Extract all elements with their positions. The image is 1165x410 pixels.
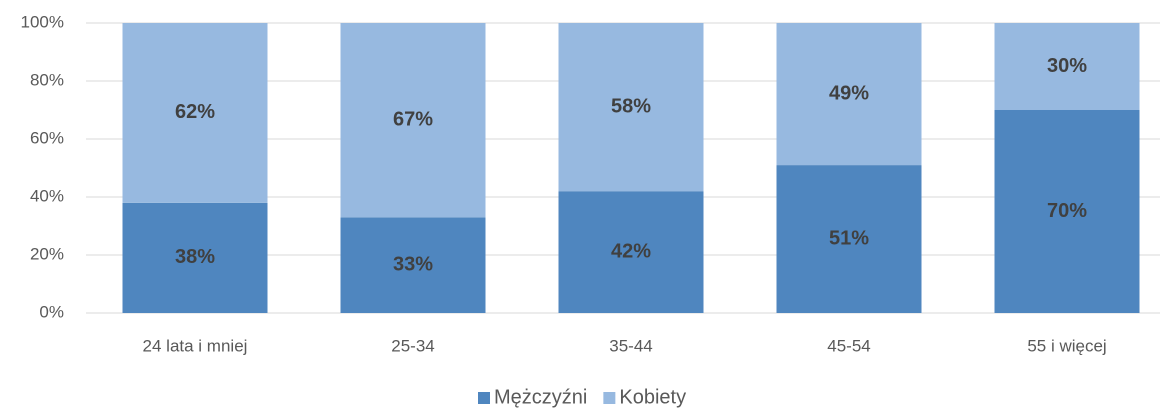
bar-segment <box>122 202 268 313</box>
y-tick-label: 20% <box>30 244 64 263</box>
y-tick-label: 100% <box>21 12 64 31</box>
data-label: 58% <box>611 95 651 117</box>
legend-label: Kobiety <box>619 386 686 408</box>
bar-segment <box>340 217 486 313</box>
data-label: 51% <box>829 227 869 249</box>
legend-swatch <box>478 392 490 404</box>
x-tick-label: 45-54 <box>827 336 870 355</box>
x-tick-label: 25-34 <box>391 336 434 355</box>
bar-segment <box>994 23 1140 110</box>
data-label: 70% <box>1047 200 1087 222</box>
y-tick-label: 40% <box>30 186 64 205</box>
data-label: 62% <box>175 101 215 123</box>
bar-segment <box>122 23 268 203</box>
legend-label: Mężczyźni <box>494 386 587 408</box>
y-tick-label: 0% <box>39 302 64 321</box>
data-label: 33% <box>393 253 433 275</box>
data-label: 30% <box>1047 55 1087 77</box>
bar-segment <box>558 23 704 192</box>
legend-swatch <box>603 392 616 404</box>
data-label: 49% <box>829 82 869 104</box>
data-label: 38% <box>175 246 215 268</box>
bar-segment <box>558 191 704 313</box>
bar-segment <box>776 23 922 166</box>
y-tick-label: 80% <box>30 70 64 89</box>
data-label: 67% <box>393 108 433 130</box>
x-tick-label: 24 lata i mniej <box>143 336 248 355</box>
x-tick-label: 55 i więcej <box>1027 336 1106 355</box>
data-label: 42% <box>611 240 651 262</box>
bar-segment <box>994 110 1140 313</box>
x-tick-label: 35-44 <box>609 336 652 355</box>
bar-segment <box>340 23 486 218</box>
y-tick-label: 60% <box>30 128 64 147</box>
bar-segment <box>776 165 922 313</box>
